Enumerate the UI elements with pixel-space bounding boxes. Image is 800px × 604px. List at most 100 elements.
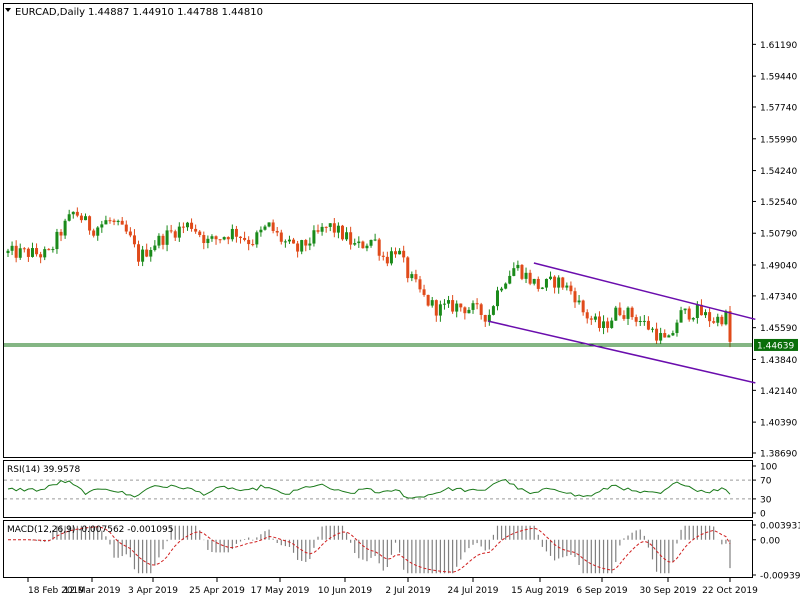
time-tick-label: 24 Jul 2019 [448, 586, 499, 596]
candle-body [626, 307, 630, 319]
candle-body [479, 304, 483, 315]
macd-tick-label: -0.009393 [760, 572, 800, 582]
candle-body [398, 250, 402, 255]
candle-body [292, 239, 296, 244]
time-tick-label: 6 Sep 2019 [576, 586, 628, 596]
chart-overlays: 1.44639 [4, 262, 798, 384]
candle-body [234, 228, 238, 237]
candle-body [659, 333, 663, 341]
rsi-line [7, 479, 731, 499]
candle-body [655, 328, 659, 341]
candle-body [308, 243, 312, 246]
candle-body [520, 264, 524, 279]
candle-body [169, 230, 173, 232]
candle-body [377, 239, 381, 256]
candle-body [699, 304, 703, 316]
candle-body [116, 220, 120, 223]
candle-body [47, 249, 51, 251]
candle-body [459, 303, 463, 308]
candle-body [418, 279, 422, 290]
time-tick-label: 15 Aug 2019 [511, 586, 569, 596]
candle-body [581, 300, 585, 313]
candle-body [153, 245, 157, 251]
candle-body [455, 303, 459, 312]
time-tick-label: 30 Sep 2019 [639, 586, 696, 596]
candle-body [430, 300, 434, 306]
candle-body [361, 241, 365, 249]
candle-body [255, 232, 259, 245]
candle-body [206, 238, 210, 244]
chevron-down-icon[interactable] [5, 8, 11, 12]
candle-body [185, 222, 189, 228]
candle-body [35, 248, 39, 255]
candle-body [720, 316, 724, 325]
candle-body [610, 320, 614, 328]
candle-body [88, 216, 92, 231]
time-tick-label: 25 Apr 2019 [189, 586, 245, 596]
candle-body [365, 245, 369, 249]
candle-body [434, 300, 438, 316]
candle-body [618, 307, 622, 316]
current-price-label: 1.44639 [757, 341, 794, 351]
candle-body [198, 231, 202, 236]
candle-body [96, 227, 100, 236]
candle-body [671, 333, 675, 336]
rsi-tick-label: 70 [760, 477, 772, 487]
candle-body [683, 308, 687, 311]
current-price-tag [754, 338, 798, 351]
candle-body [557, 277, 561, 288]
macd-signal-line [8, 526, 731, 573]
candle-body [716, 316, 720, 323]
candle-body [663, 333, 667, 338]
candle-body [320, 226, 324, 232]
candle-body [26, 248, 30, 257]
candle-body [132, 235, 136, 245]
candle-body [406, 257, 410, 279]
candle-body [124, 224, 128, 232]
candle-body [389, 251, 393, 264]
candle-body [67, 214, 71, 221]
candle-body [10, 245, 14, 251]
candle-body [51, 249, 55, 251]
candle-body [549, 276, 553, 279]
candle-body [30, 248, 34, 257]
candle-body [6, 250, 10, 254]
candle-body [524, 272, 528, 279]
candle-body [426, 294, 430, 306]
candle-body [414, 274, 418, 280]
candle-body [75, 211, 79, 216]
candle-body [712, 321, 716, 323]
candle-body [312, 230, 316, 244]
macd-series: 0.003931 0.00 -0.009393 [8, 522, 800, 582]
price-tick-label: 1.55990 [760, 135, 797, 145]
candle-body [120, 220, 124, 225]
price-tick-label: 1.50790 [760, 230, 797, 240]
candle-body [324, 226, 328, 228]
candle-body [137, 244, 141, 262]
candle-body [271, 222, 275, 231]
candle-body [724, 311, 728, 325]
candle-body [410, 274, 414, 279]
rsi-panel-frame [3, 460, 753, 518]
candle-body [402, 250, 406, 258]
price-tick-label: 1.45590 [760, 324, 797, 334]
candle-body [63, 220, 67, 236]
candle-body [487, 314, 491, 322]
candle-body [508, 275, 512, 284]
candle-body [128, 231, 132, 236]
time-tick-label: 10 Jun 2019 [318, 586, 372, 596]
candle-body [597, 316, 601, 328]
candle-body [190, 222, 194, 229]
candle-body [602, 321, 606, 328]
candle-body [218, 239, 222, 241]
candle-body [340, 225, 344, 240]
channel-upper-line [533, 262, 756, 321]
candle-body [565, 285, 569, 288]
rsi-series: 100 70 30 0 [4, 463, 777, 520]
candle-body [283, 241, 287, 243]
rsi-label: RSI(14) 39.9578 [7, 465, 80, 475]
candle-body [157, 235, 161, 246]
candle-body [679, 310, 683, 323]
candle-body [84, 216, 88, 221]
candle-body [650, 328, 654, 330]
